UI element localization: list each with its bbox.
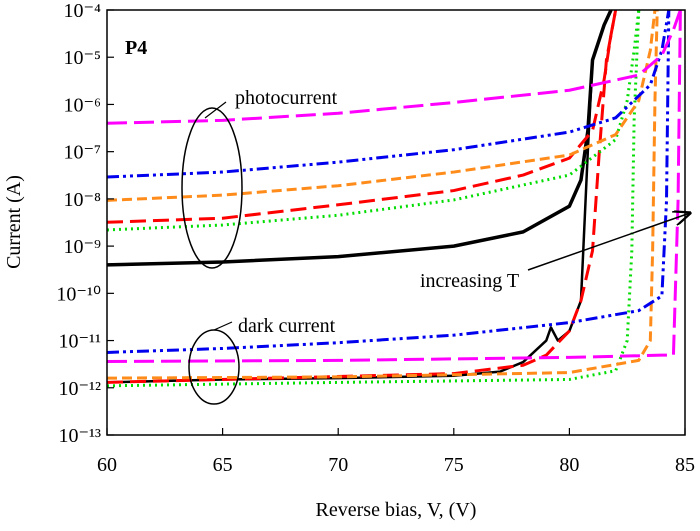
plot-area: [106, 9, 682, 388]
series-line: [106, 9, 618, 224]
panel-label: P4: [125, 37, 147, 59]
annotation: photocurrent: [235, 87, 338, 109]
x-tick-label: 60: [97, 454, 117, 476]
y-tick-label: 10⁻⁴: [63, 0, 101, 22]
plot-frame: [106, 9, 686, 436]
y-tick-label: 10⁻⁶: [63, 94, 101, 116]
y-tick-label: 10⁻¹³: [58, 425, 101, 447]
x-tick-label: 65: [213, 454, 233, 476]
dark-current-ellipse: [188, 329, 240, 405]
series-line: [106, 9, 682, 125]
x-tick-label: 85: [675, 454, 695, 476]
y-tick-label: 10⁻⁵: [63, 47, 101, 69]
x-axis-label: Reverse bias, V, (V): [316, 499, 477, 521]
series-line: [106, 60, 594, 384]
y-tick-label: 10⁻⁸: [63, 189, 101, 211]
arrow: [527, 213, 690, 271]
photocurrent-ellipse: [181, 107, 243, 269]
x-tick-label: 70: [328, 454, 348, 476]
y-tick-label: 10⁻¹¹: [58, 331, 101, 353]
connector: [204, 101, 227, 119]
annotation: dark current: [238, 315, 336, 337]
series-line: [106, 9, 618, 384]
series-line: [106, 9, 671, 354]
connector: [213, 321, 233, 331]
series-line: [106, 9, 682, 364]
x-tick-label: 80: [559, 454, 579, 476]
y-tick-label: 10⁻⁹: [63, 236, 101, 258]
y-tick-label: 10⁻¹²: [58, 378, 101, 400]
series-line: [106, 9, 613, 267]
annotation: increasing T: [420, 270, 519, 292]
y-axis-label: Current (A): [3, 175, 25, 269]
y-tick-label: 10⁻⁷: [63, 142, 101, 164]
series-line: [106, 9, 657, 202]
series-line: [106, 9, 671, 179]
series-line: [106, 9, 659, 380]
y-tick-label: 10⁻¹⁰: [56, 283, 101, 305]
x-tick-label: 75: [444, 454, 464, 476]
